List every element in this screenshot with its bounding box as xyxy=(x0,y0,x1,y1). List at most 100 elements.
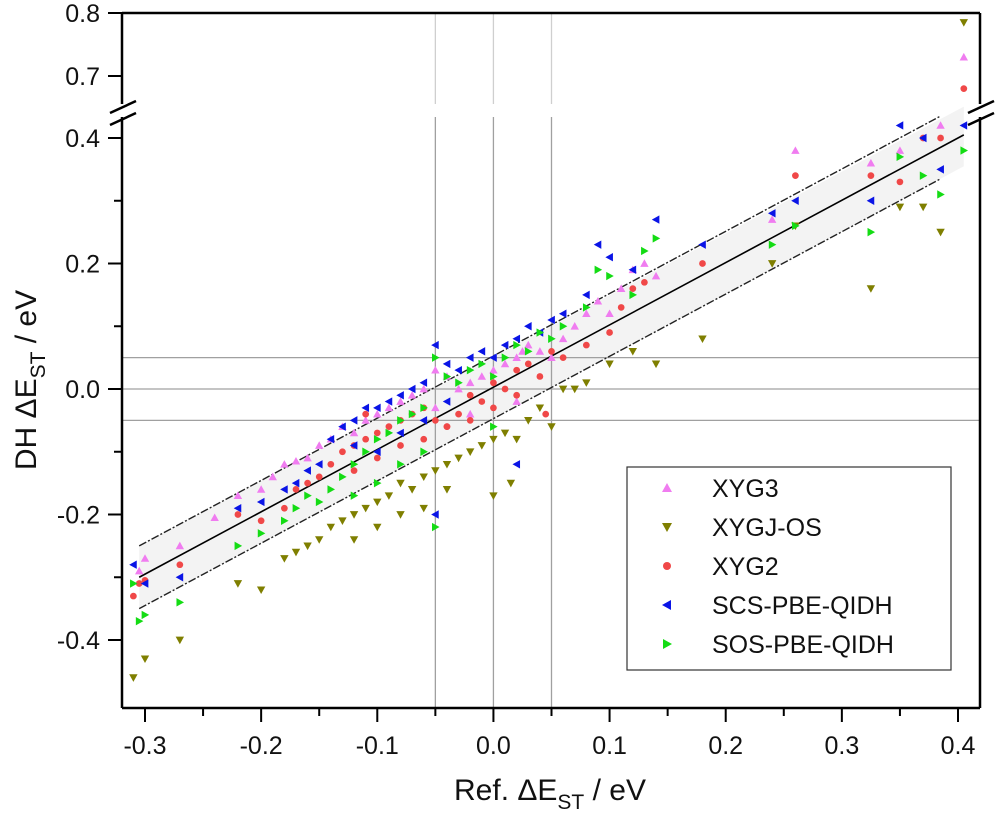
data-point xyxy=(326,435,335,444)
data-point xyxy=(960,146,969,155)
axis-ticks: -0.3 -0.2 -0.1 0.0 0.1 0.2 0.3 0.4 -0.4 -0.2 0.0 0.… xyxy=(57,0,976,760)
data-point xyxy=(548,347,555,355)
data-point xyxy=(535,404,545,413)
data-point xyxy=(767,209,776,218)
data-point xyxy=(385,428,394,438)
data-point xyxy=(477,372,487,380)
legend-marker xyxy=(662,483,672,492)
data-point xyxy=(936,121,945,129)
data-point xyxy=(478,398,486,405)
x-tick-label: 0.2 xyxy=(708,732,743,760)
legend-item: SOS-PBE-QIDH xyxy=(663,631,894,659)
data-point xyxy=(338,517,347,525)
data-point xyxy=(594,265,603,274)
data-point xyxy=(454,454,463,463)
data-point xyxy=(500,340,509,350)
data-point xyxy=(431,353,440,362)
data-point xyxy=(373,498,382,507)
series-scs-pbe-qidh xyxy=(129,121,968,588)
data-point xyxy=(866,196,875,205)
data-point xyxy=(512,353,521,361)
data-point xyxy=(407,486,417,494)
data-point xyxy=(558,385,568,394)
data-point xyxy=(455,378,463,387)
data-point xyxy=(349,536,359,544)
data-point xyxy=(918,133,927,143)
data-point xyxy=(384,492,394,500)
data-point xyxy=(500,429,510,438)
data-point xyxy=(466,378,475,387)
data-point xyxy=(141,610,150,620)
data-point xyxy=(489,353,497,362)
data-point xyxy=(129,674,138,682)
data-point xyxy=(210,513,219,521)
data-point xyxy=(536,328,545,337)
data-point xyxy=(349,416,358,425)
data-point xyxy=(385,423,393,431)
data-point xyxy=(350,460,359,469)
x-tick-label: 0.4 xyxy=(941,732,976,760)
data-point xyxy=(895,203,905,212)
data-point xyxy=(373,403,381,413)
data-point xyxy=(373,447,381,456)
data-point xyxy=(292,486,300,493)
data-point xyxy=(431,403,440,412)
data-point xyxy=(582,303,591,312)
data-point xyxy=(896,178,904,186)
data-point xyxy=(477,347,486,356)
reference-lines xyxy=(122,13,980,708)
data-point xyxy=(867,172,875,180)
x-tick-label: -0.3 xyxy=(123,732,166,760)
data-point xyxy=(431,365,440,374)
data-point xyxy=(570,385,579,394)
data-point xyxy=(542,410,550,418)
data-point xyxy=(373,435,382,444)
data-point xyxy=(130,592,137,600)
data-point xyxy=(384,397,393,406)
data-point xyxy=(454,365,462,375)
data-point xyxy=(373,429,381,437)
data-point xyxy=(233,504,242,513)
data-point xyxy=(918,203,928,212)
data-point xyxy=(281,516,289,525)
data-point xyxy=(617,304,625,311)
x-axis-title: Ref. ΔEST / eV xyxy=(454,774,646,814)
data-point xyxy=(397,442,404,449)
data-point xyxy=(129,560,137,569)
legend-label: XYGJ-OS xyxy=(712,514,822,542)
data-point xyxy=(291,478,300,488)
data-point xyxy=(233,580,243,588)
data-point xyxy=(303,453,312,462)
legend: XYG3 XYGJ-OS XYG2 SCS-PBE-QIDH SOS-PBE-QIDH xyxy=(626,466,952,671)
data-point xyxy=(140,579,149,588)
data-point xyxy=(443,372,452,381)
lower-band-line xyxy=(138,178,941,610)
data-point xyxy=(513,340,521,350)
data-point xyxy=(518,347,527,355)
y-tick-label: 0.2 xyxy=(65,251,100,279)
data-point xyxy=(130,579,138,588)
data-point xyxy=(605,360,614,369)
data-point xyxy=(513,391,521,399)
data-point xyxy=(454,384,463,393)
data-point xyxy=(280,460,289,468)
data-point xyxy=(362,447,370,456)
data-point xyxy=(292,504,301,513)
data-point xyxy=(641,278,648,286)
data-point xyxy=(937,190,945,199)
data-point xyxy=(373,454,381,462)
data-point xyxy=(937,134,944,142)
data-point xyxy=(303,466,311,475)
data-point xyxy=(291,456,301,465)
data-point xyxy=(896,152,905,162)
data-point xyxy=(606,329,613,336)
data-point xyxy=(593,240,602,249)
data-point xyxy=(558,334,568,343)
data-point xyxy=(396,397,405,405)
data-point xyxy=(431,510,439,519)
data-point xyxy=(407,384,416,394)
y-tick-label: 0.8 xyxy=(65,0,100,28)
data-point xyxy=(281,504,288,512)
data-point xyxy=(506,479,516,488)
data-point xyxy=(501,385,509,393)
